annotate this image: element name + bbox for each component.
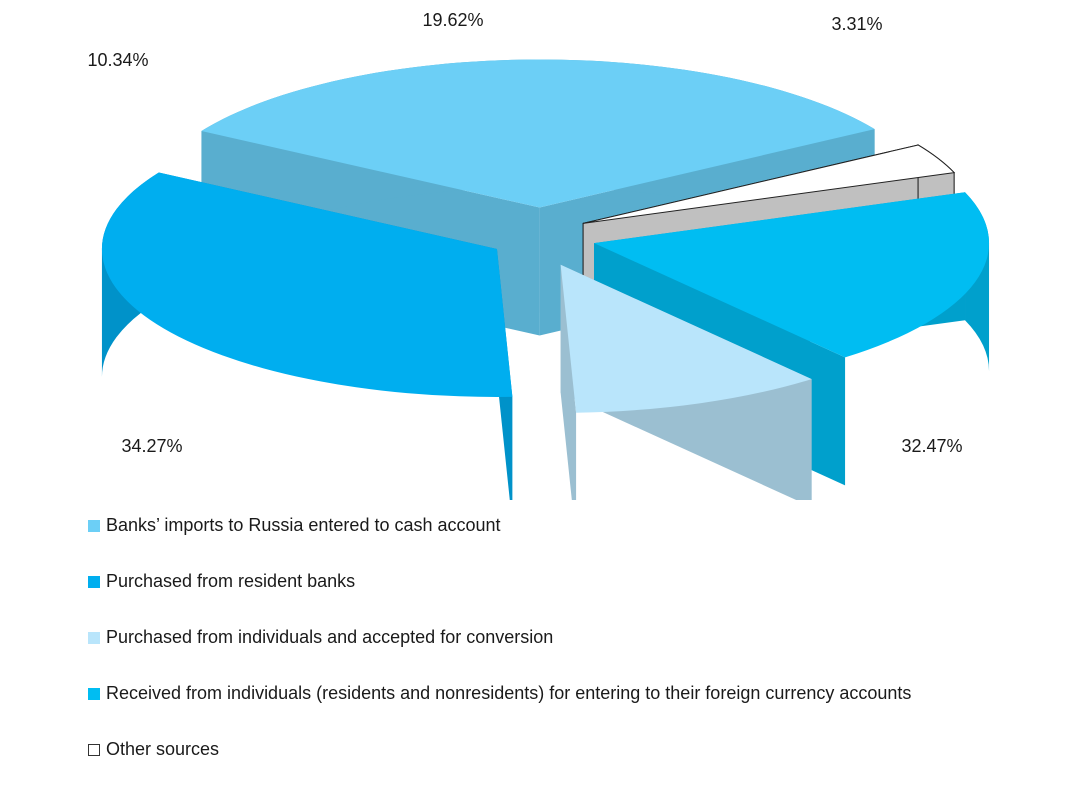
legend-swatch <box>88 575 100 588</box>
legend-item-resident-banks: Purchased from resident banks <box>88 568 911 595</box>
pie-slice-top <box>594 192 990 358</box>
legend-item-banks-imports: Banks’ imports to Russia entered to cash… <box>88 512 911 539</box>
legend-item-individuals-accounts: Received from individuals (residents and… <box>88 680 911 707</box>
slice-labels: 32.47% 34.27% 10.34% 19.62% 3.31% <box>87 10 962 456</box>
legend-label: Purchased from resident banks <box>106 571 356 591</box>
legend-swatch <box>88 743 100 756</box>
legend-label: Received from individuals (residents and… <box>106 683 912 703</box>
legend-swatch <box>88 687 100 700</box>
legend-label: Purchased from individuals and accepted … <box>106 627 554 647</box>
slice-label-banks-imports: 32.47% <box>901 436 962 456</box>
pie-slice-resident-banks <box>101 172 513 500</box>
legend-label: Other sources <box>106 739 220 759</box>
slice-label-other-sources: 3.31% <box>831 14 882 34</box>
legend-item-individuals-conversion: Purchased from individuals and accepted … <box>88 624 911 651</box>
legend-swatch <box>88 631 100 644</box>
pie-slice-top <box>101 172 513 397</box>
pie-slice-individuals-conversion <box>560 264 812 500</box>
pie-slice-top <box>583 144 956 224</box>
pie-slice-top <box>201 59 875 208</box>
slice-label-resident-banks: 34.27% <box>121 436 182 456</box>
slice-label-individuals-accounts: 19.62% <box>422 10 483 30</box>
legend-item-other-sources: Other sources <box>88 736 911 763</box>
legend-swatch <box>88 519 100 532</box>
pie-chart: 32.47% 34.27% 10.34% 19.62% 3.31% <box>87 10 990 500</box>
legend-label: Banks’ imports to Russia entered to cash… <box>106 515 501 535</box>
pie-slices <box>101 59 990 500</box>
slice-label-individuals-conversion: 10.34% <box>87 50 148 70</box>
legend: Banks’ imports to Russia entered to cash… <box>88 512 911 792</box>
pie-slice-top <box>560 264 812 413</box>
